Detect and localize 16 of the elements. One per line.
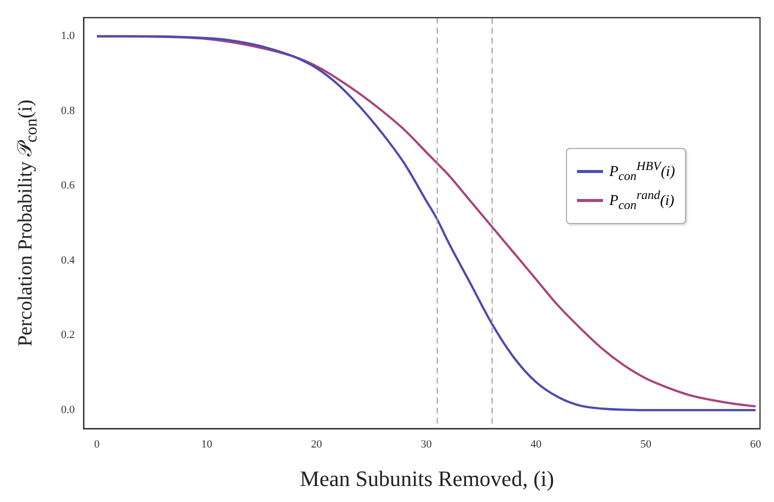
x-tick-label: 20 [310,438,322,450]
x-tick-label: 40 [530,438,542,450]
y-tick-label: 0.0 [61,404,76,416]
y-tick-label: 0.4 [61,254,76,266]
y-tick-label: 0.6 [61,180,76,192]
y-tick-label: 0.8 [61,104,76,117]
legend-label: P$_{con}$$^{HBV}$(i) [609,159,675,184]
x-tick-label: 30 [420,438,432,450]
y-tick-label: 1.0 [61,30,76,42]
y-tick-label: 0.2 [61,329,75,342]
x-axis-title: Mean Subunits Removed, (i) [298,466,556,492]
x-tick-label: 60 [750,438,762,450]
x-tick-label: 10 [201,438,213,450]
x-tick-label: 50 [640,438,652,450]
x-tick-label: 0 [94,438,100,450]
legend-label: P$_{con}$$^{rand}$(i) [609,188,674,213]
